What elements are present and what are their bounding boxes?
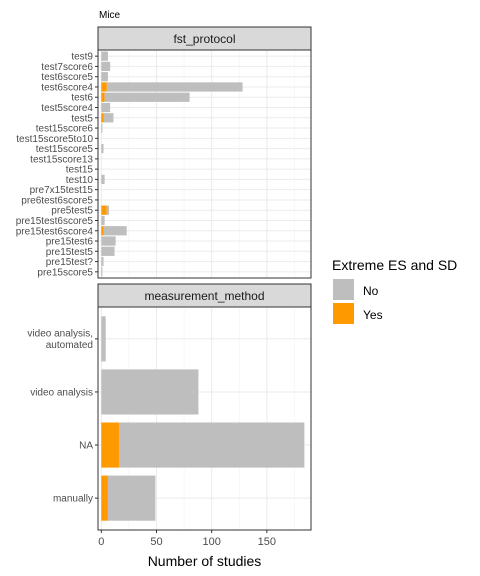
- bar-no-test15score5: [101, 143, 104, 154]
- bar-yes-na: [101, 422, 119, 468]
- bar-yes-test6: [101, 92, 105, 102]
- bar-no-pre15score5: [101, 267, 103, 277]
- y-tick-label-video-analysis-automated: video analysis, automated: [27, 329, 93, 352]
- y-tick-label-pre15test6score4: pre15test6score4: [16, 226, 94, 237]
- strip-label-measurement-method: measurement_method: [144, 289, 264, 303]
- x-axis: 0 50 100 150: [98, 530, 276, 548]
- y-tick-label-manually: manually: [53, 494, 93, 505]
- y-tick-label-test5: test5: [71, 113, 93, 124]
- bar-no-manually: [107, 475, 156, 521]
- bar-no-test9: [101, 51, 108, 61]
- bar-no-test6score5: [101, 72, 108, 82]
- bar-no-video-analysis-automated: [101, 316, 106, 362]
- x-axis-title: Number of studies: [148, 553, 262, 569]
- y-tick-label-pre15test6score5: pre15test6score5: [16, 216, 94, 227]
- bar-no-pre15test6score5: [101, 215, 105, 226]
- legend-key-no: [333, 279, 354, 300]
- y-tick-label-pre15score5: pre15score5: [37, 267, 93, 278]
- legend-label-yes: Yes: [363, 308, 383, 322]
- x-tick-label-0: 0: [98, 536, 104, 548]
- bar-no-pre15test6: [101, 236, 116, 246]
- bar-yes-pre15test6score4: [101, 226, 104, 236]
- y-tick-label-pre15test: pre15test?: [46, 257, 94, 268]
- y-tick-label-pre7x15test15: pre7x15test15: [30, 185, 94, 196]
- panel-border: [97, 306, 312, 531]
- bar-no-test10: [101, 174, 105, 185]
- y-tick-label-pre6test6score5: pre6test6score5: [21, 195, 93, 206]
- bar-no-test6: [104, 92, 190, 102]
- x-tick-label-100: 100: [202, 536, 220, 548]
- y-tick-label-test15score5: test15score5: [36, 144, 94, 155]
- y-tick-label-pre15test6: pre15test6: [46, 237, 94, 248]
- bar-no-na: [118, 422, 305, 468]
- y-tick-label-video-analysis: video analysis: [30, 387, 93, 398]
- strip-label-fst-protocol: fst_protocol: [173, 32, 235, 46]
- bar-no-pre15test5: [101, 246, 115, 256]
- bar-yes-pre5test5: [101, 205, 107, 215]
- bar-no-pre5test5: [106, 205, 110, 215]
- y-tick-label-test6score4: test6score4: [41, 82, 93, 93]
- y-tick-label-pre15test5: pre15test5: [46, 247, 94, 258]
- y-tick-label-pre5test5: pre5test5: [51, 206, 93, 217]
- y-tick-label-na: NA: [79, 441, 93, 452]
- chart-title: Mice: [99, 10, 121, 21]
- bar-no-video-analysis: [101, 369, 199, 415]
- panel-measurement-method: measurement_method video analysis, automa…: [27, 283, 312, 531]
- y-tick-label-test5score4: test5score4: [41, 103, 93, 114]
- y-tick-label-test7score6: test7score6: [41, 62, 93, 73]
- bar-no-test6score4: [106, 82, 243, 92]
- x-tick-label-150: 150: [258, 536, 276, 548]
- panel-fst-protocol: fst_protocol test9test7score6test6score5…: [16, 26, 312, 279]
- bar-yes-manually: [101, 475, 108, 521]
- y-tick-label-test9: test9: [71, 52, 93, 63]
- legend: Extreme ES and SD No Yes: [332, 257, 457, 324]
- panel-border: [97, 49, 312, 279]
- bar-yes-test6score4: [101, 82, 107, 92]
- bar-no-test5: [103, 113, 114, 123]
- bar-no-test15score6: [101, 123, 103, 133]
- y-tick-label-test15score13: test15score13: [30, 154, 93, 165]
- bar-no-test7score6: [101, 61, 111, 72]
- bar-no-test5score4: [101, 102, 111, 113]
- x-tick-label-50: 50: [150, 536, 162, 548]
- legend-key-yes: [333, 303, 354, 324]
- y-tick-label-test10: test10: [66, 175, 94, 186]
- y-tick-label-test15score6: test15score6: [36, 124, 94, 135]
- y-tick-label-test6: test6: [71, 93, 93, 104]
- y-tick-label-test6score5: test6score5: [41, 72, 93, 83]
- y-tick-label-test15: test15: [66, 165, 94, 176]
- legend-label-no: No: [363, 284, 379, 298]
- bar-no-pre15test: [101, 256, 104, 267]
- bar-no-pre15test6score4: [103, 226, 127, 236]
- y-tick-label-test15score5to10: test15score5to10: [16, 134, 93, 145]
- bar-yes-test5: [101, 113, 104, 123]
- legend-title: Extreme ES and SD: [332, 257, 457, 273]
